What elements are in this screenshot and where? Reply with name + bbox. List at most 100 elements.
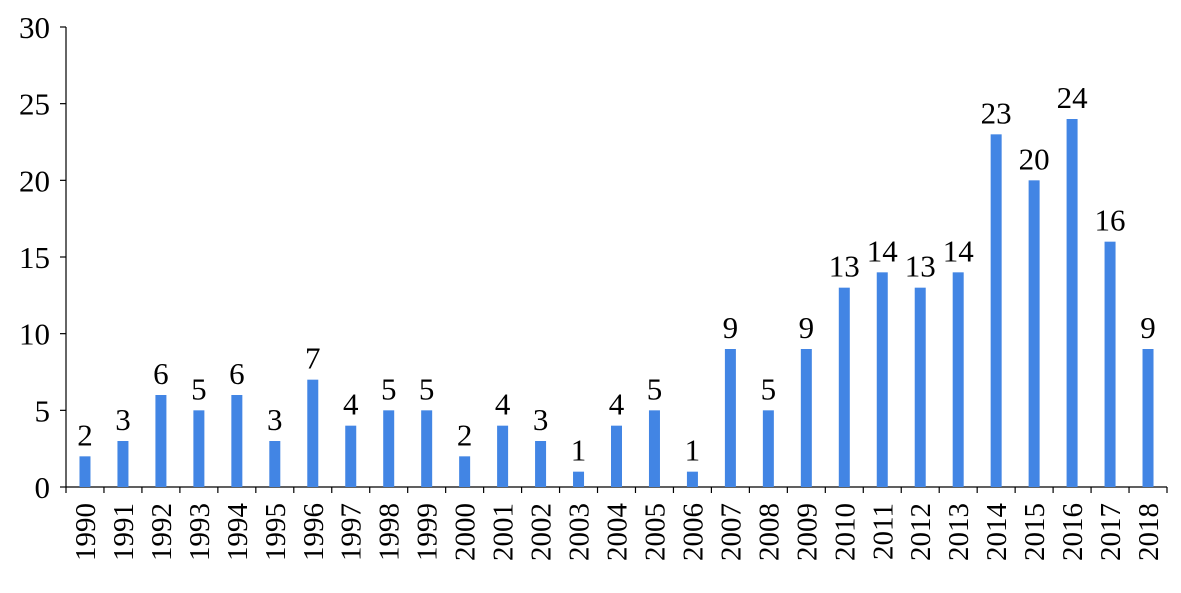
bar-2008 (762, 410, 774, 487)
bars-group (79, 119, 1154, 488)
data-label-2001: 4 (495, 387, 511, 422)
y-tick-label: 10 (19, 317, 50, 352)
bar-2013 (952, 272, 964, 487)
x-tick-label-2018: 2018 (1133, 503, 1165, 561)
data-label-1993: 5 (191, 371, 207, 406)
bar-2010 (838, 287, 850, 487)
x-tick-label-2008: 2008 (753, 503, 785, 561)
bar-2005 (648, 410, 660, 487)
y-tick-label: 15 (19, 240, 50, 275)
x-tick-label-2007: 2007 (715, 503, 747, 561)
data-label-2004: 4 (609, 387, 625, 422)
x-tick-label-2016: 2016 (1057, 503, 1089, 561)
bar-2000 (459, 456, 471, 487)
x-tick-label-1993: 1993 (184, 503, 216, 561)
bar-2014 (990, 134, 1002, 488)
data-label-2010: 13 (829, 249, 860, 284)
data-label-1992: 6 (153, 356, 169, 391)
x-tick-label-2002: 2002 (526, 503, 558, 561)
y-tick-label: 5 (35, 393, 51, 428)
data-label-2015: 20 (1019, 141, 1050, 176)
y-axis: 0 5 10 15 20 25 30 (19, 10, 67, 505)
x-tick-label-1998: 1998 (374, 503, 406, 561)
data-label-2005: 5 (647, 371, 663, 406)
bar-2018 (1142, 349, 1154, 487)
bar-1995 (269, 441, 281, 487)
data-label-2017: 16 (1095, 203, 1126, 238)
x-tick-label-2017: 2017 (1095, 503, 1127, 561)
data-label-2018: 9 (1140, 310, 1156, 345)
bar-2003 (573, 471, 585, 487)
bar-2002 (535, 441, 547, 487)
data-label-2006: 1 (685, 433, 701, 468)
x-tick-label-1994: 1994 (222, 503, 254, 562)
y-tick-label: 0 (35, 470, 51, 505)
bar-2006 (686, 471, 698, 487)
bar-1992 (155, 395, 167, 487)
x-tick-label-2014: 2014 (981, 503, 1013, 562)
data-label-2002: 3 (533, 402, 549, 437)
bar-1993 (193, 410, 205, 487)
data-label-1998: 5 (381, 371, 397, 406)
x-tick-label-2001: 2001 (488, 503, 520, 561)
bar-1998 (383, 410, 395, 487)
bar-2016 (1066, 119, 1078, 487)
data-label-2014: 23 (981, 95, 1012, 130)
bar-1991 (117, 441, 129, 487)
bar-1990 (79, 456, 91, 487)
data-label-1995: 3 (267, 402, 283, 437)
data-label-1996: 7 (305, 341, 321, 376)
x-tick-label-1995: 1995 (260, 503, 292, 561)
x-tick-label-1997: 1997 (336, 503, 368, 561)
bar-2001 (497, 425, 509, 487)
bar-1997 (345, 425, 357, 487)
x-tick-label-2015: 2015 (1019, 503, 1051, 561)
bar-2011 (876, 272, 888, 487)
x-tick-label-2011: 2011 (867, 503, 899, 560)
x-tick-label-2012: 2012 (905, 503, 937, 561)
x-tick-label-2009: 2009 (791, 503, 823, 561)
x-tick-label-2013: 2013 (943, 503, 975, 561)
data-label-2011: 14 (867, 233, 899, 268)
x-tick-label-2004: 2004 (602, 503, 634, 562)
y-tick-label: 30 (19, 10, 50, 45)
x-tick-label-2000: 2000 (450, 503, 482, 561)
bar-2004 (611, 425, 622, 487)
bar-2009 (800, 349, 812, 487)
x-axis: 1990 1991 1992 1993 1994 1995 1996 1997 1998 1999… (65, 486, 1168, 562)
data-label-2009: 9 (799, 310, 815, 345)
data-label-1991: 3 (115, 402, 131, 437)
bar-1999 (421, 410, 433, 487)
bar-1994 (231, 395, 243, 487)
x-tick-label-2005: 2005 (639, 503, 671, 561)
x-tick-label-1996: 1996 (298, 503, 330, 561)
bar-2017 (1104, 241, 1116, 487)
data-label-1997: 4 (343, 387, 359, 422)
data-label-2013: 14 (943, 233, 975, 268)
bar-2015 (1028, 180, 1040, 488)
data-label-2007: 9 (723, 310, 739, 345)
bar-1996 (307, 379, 319, 487)
x-tick-label-1990: 1990 (70, 503, 102, 561)
data-label-2012: 13 (905, 249, 936, 284)
data-label-1990: 2 (77, 417, 93, 452)
x-tick-label-2006: 2006 (677, 503, 709, 561)
data-label-2000: 2 (457, 417, 473, 452)
y-tick-label: 25 (19, 87, 50, 122)
data-label-1999: 5 (419, 371, 435, 406)
data-label-2008: 5 (761, 371, 777, 406)
x-tick-label-1992: 1992 (146, 503, 178, 561)
x-tick-label-1999: 1999 (412, 503, 444, 561)
x-tick-label-2003: 2003 (564, 503, 596, 561)
data-label-2016: 24 (1057, 80, 1089, 115)
data-label-1994: 6 (229, 356, 245, 391)
x-tick-label-1991: 1991 (108, 503, 140, 561)
x-tick-label-2010: 2010 (829, 503, 861, 561)
bar-2012 (914, 287, 926, 487)
data-label-2003: 1 (571, 433, 587, 468)
bar-2007 (724, 349, 736, 487)
y-tick-label: 20 (19, 163, 50, 198)
